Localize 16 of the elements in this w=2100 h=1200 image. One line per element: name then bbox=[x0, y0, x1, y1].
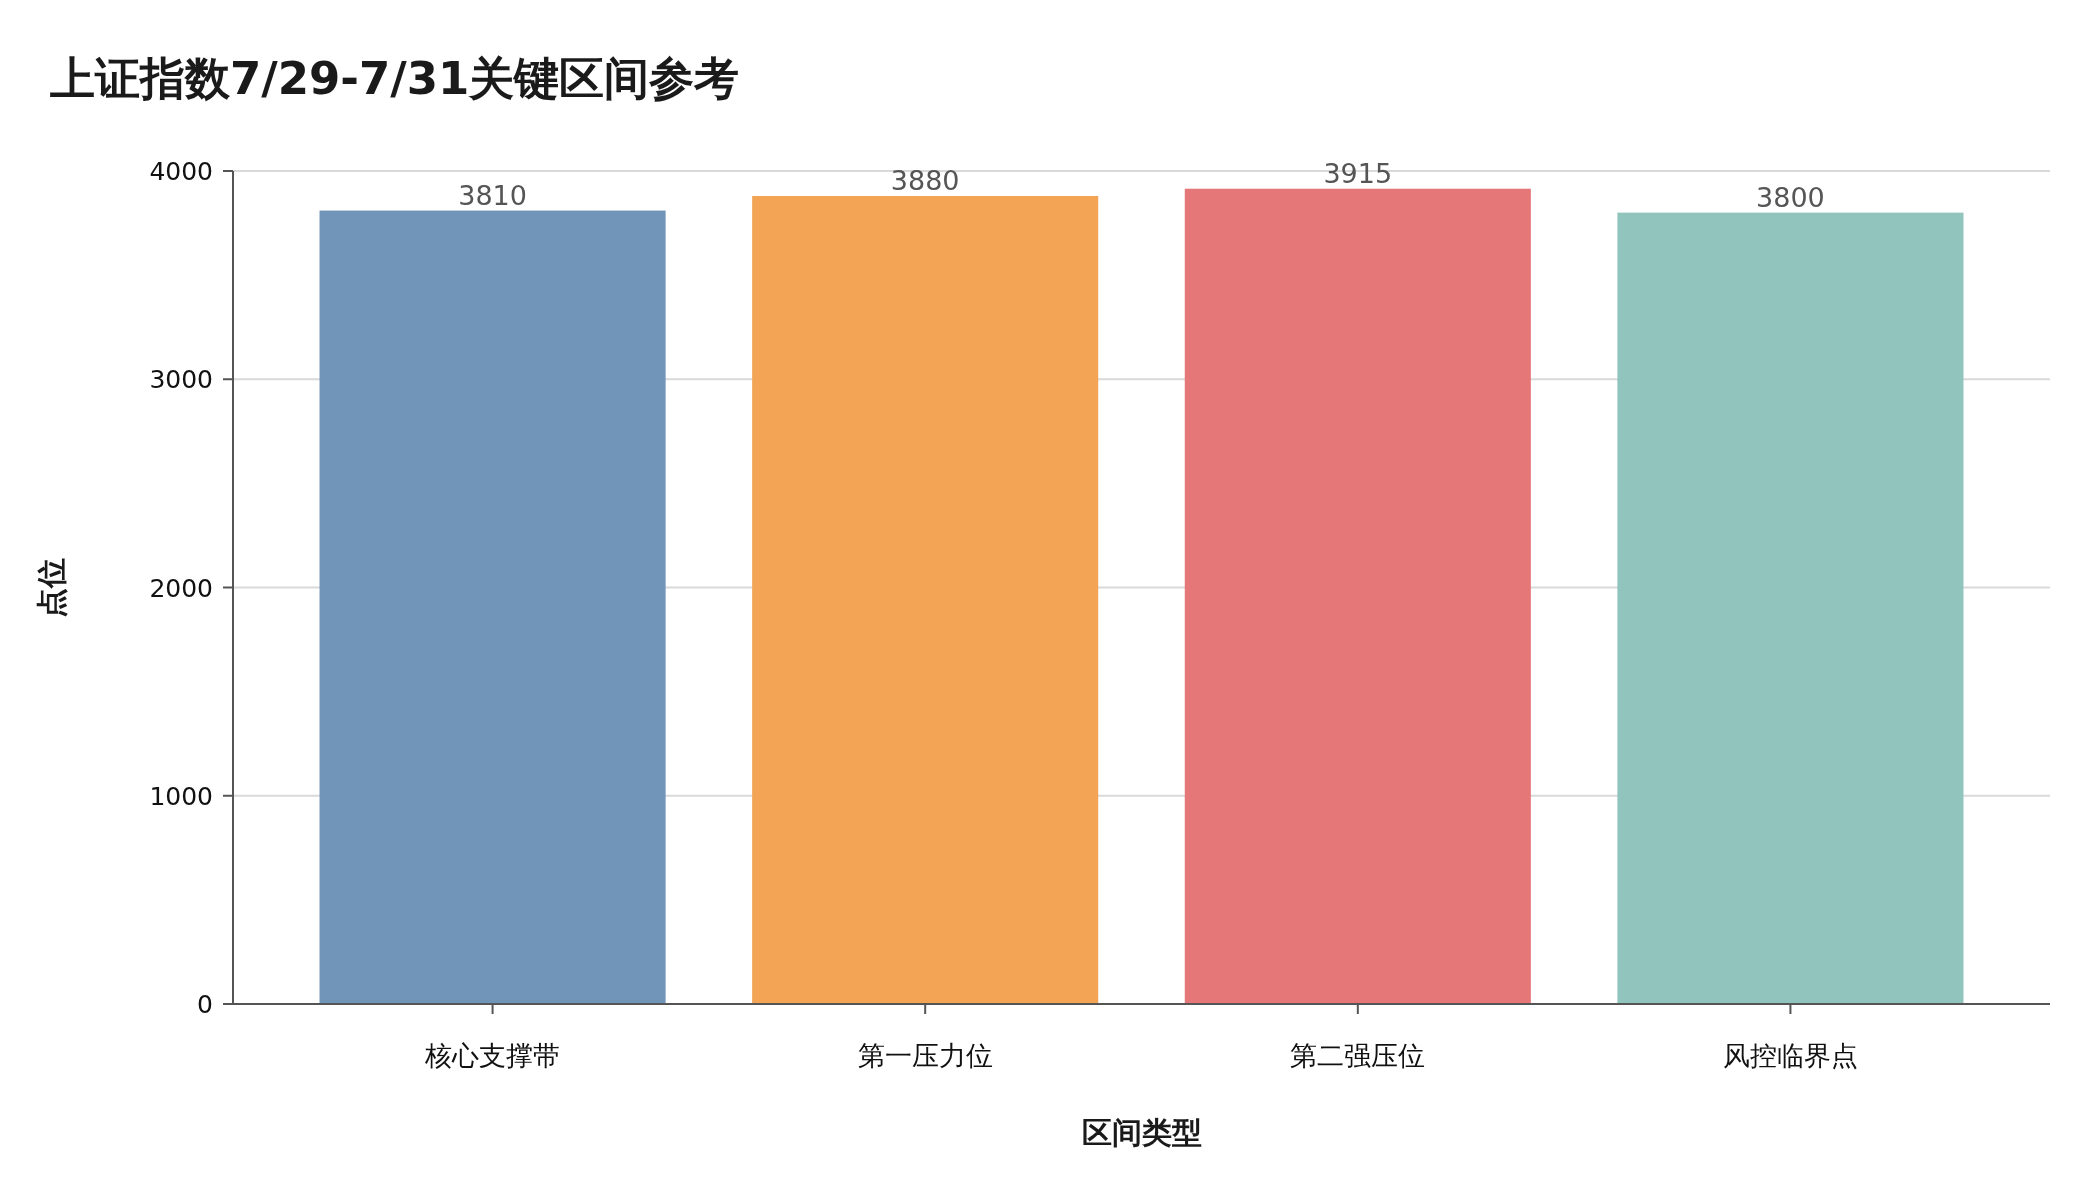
x-tick-label: 第二强压位 bbox=[1290, 1040, 1426, 1071]
data-label: 3880 bbox=[890, 164, 960, 196]
y-tick-label: 1000 bbox=[149, 781, 213, 811]
x-tick-label: 第一压力位 bbox=[857, 1040, 993, 1071]
y-axis-title: 点位 bbox=[34, 557, 69, 618]
y-tick-label: 0 bbox=[197, 990, 213, 1019]
y-tick-label: 4000 bbox=[149, 157, 213, 186]
y-tick-label: 3000 bbox=[149, 365, 213, 395]
x-axis-title: 区间类型 bbox=[1081, 1115, 1202, 1150]
data-label: 3810 bbox=[458, 179, 527, 211]
data-label: 3915 bbox=[1323, 157, 1393, 189]
x-tick-label: 核心支撑带 bbox=[424, 1040, 561, 1071]
chart-title: 上证指数7/29-7/31关键区间参考 bbox=[50, 52, 740, 105]
x-tick-label: 风控临界点 bbox=[1722, 1040, 1858, 1071]
data-label: 3800 bbox=[1756, 181, 1825, 213]
y-tick-label: 2000 bbox=[149, 573, 213, 603]
